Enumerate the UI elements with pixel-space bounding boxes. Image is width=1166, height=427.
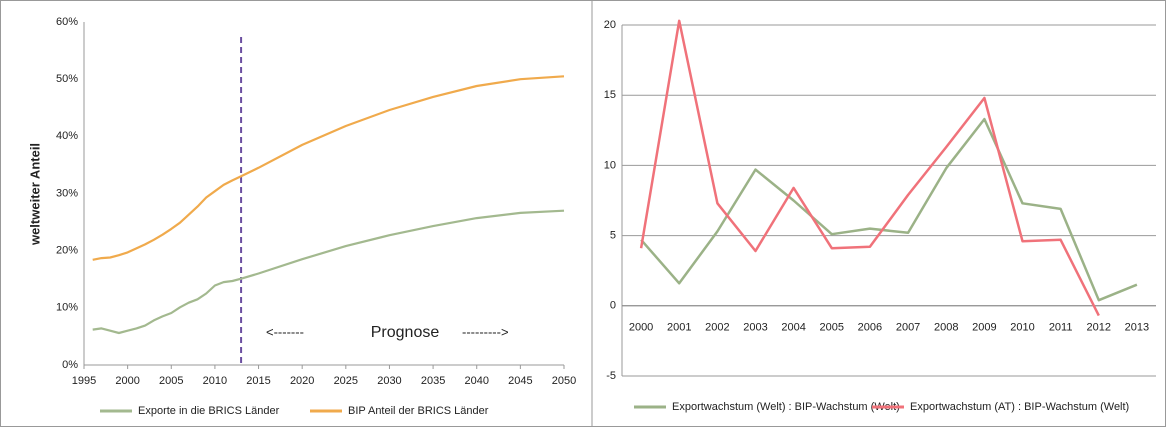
legend-label: Exportwachstum (Welt) : BIP-Wachstum (We…: [672, 401, 900, 413]
y-tick-label: 40%: [56, 130, 78, 142]
legend-label: Exporte in die BRICS Länder: [138, 405, 280, 417]
x-tick-label: 2002: [705, 322, 729, 334]
x-tick-label: 2003: [743, 322, 767, 334]
legend-label: BIP Anteil der BRICS Länder: [348, 405, 489, 417]
x-tick-label: 2004: [781, 322, 805, 334]
x-tick-label: 2035: [421, 375, 445, 387]
x-tick-label: 2000: [115, 375, 139, 387]
x-tick-label: 2007: [896, 322, 920, 334]
x-tick-label: 2008: [934, 322, 958, 334]
x-tick-label: 2010: [203, 375, 227, 387]
x-tick-label: 2012: [1087, 322, 1111, 334]
x-tick-label: 2045: [508, 375, 532, 387]
annotation: Prognose: [371, 324, 440, 341]
x-tick-label: 2020: [290, 375, 314, 387]
y-tick-label: 30%: [56, 187, 78, 199]
x-tick-label: 2000: [629, 322, 653, 334]
x-tick-label: 2006: [858, 322, 882, 334]
y-tick-label: 50%: [56, 73, 78, 85]
y-tick-label: 0%: [62, 359, 78, 371]
x-tick-label: 2001: [667, 322, 691, 334]
y-tick-label: 60%: [56, 16, 78, 28]
x-tick-label: 2010: [1010, 322, 1034, 334]
x-tick-label: 2011: [1049, 322, 1073, 334]
y-tick-label: 10: [604, 159, 616, 171]
y-tick-label: 10%: [56, 302, 78, 314]
series-line: [92, 209, 565, 335]
x-tick-label: 2040: [464, 375, 488, 387]
y-axis-label: weltweiter Anteil: [27, 143, 42, 246]
x-tick-label: 2030: [377, 375, 401, 387]
annotation: <-------: [266, 324, 304, 339]
series-line: [640, 117, 1138, 302]
y-tick-label: -5: [606, 370, 616, 382]
legend-label: Exportwachstum (AT) : BIP-Wachstum (Welt…: [910, 401, 1129, 413]
x-tick-label: 1995: [72, 375, 96, 387]
x-tick-label: 2009: [972, 322, 996, 334]
x-tick-label: 2013: [1125, 322, 1149, 334]
x-tick-label: 2015: [246, 375, 270, 387]
y-tick-label: 15: [604, 89, 616, 101]
annotation: --------->: [462, 324, 509, 339]
series-line: [639, 19, 1100, 317]
y-tick-label: 5: [610, 230, 616, 242]
x-tick-label: 2050: [552, 375, 576, 387]
y-tick-label: 20%: [56, 245, 78, 257]
series-line: [92, 75, 565, 261]
x-tick-label: 2005: [159, 375, 183, 387]
y-tick-label: 20: [604, 19, 616, 31]
x-tick-label: 2025: [334, 375, 358, 387]
y-tick-label: 0: [610, 300, 616, 312]
x-tick-label: 2005: [820, 322, 844, 334]
